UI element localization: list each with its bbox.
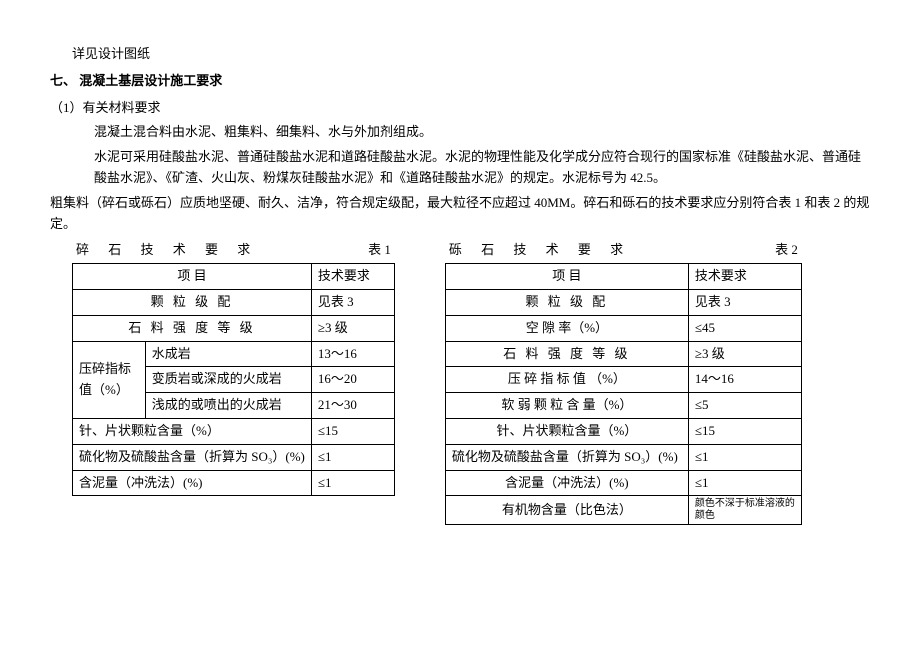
table2-cell: 石 料 强 度 等 级 — [445, 341, 688, 367]
table1-cell-merged: 压碎指标 值（%） — [73, 341, 146, 418]
table2-cell: 见表 3 — [688, 289, 801, 315]
section-heading-7: 七、 混凝土基层设计施工要求 — [50, 71, 870, 92]
table2-no: 表 2 — [775, 240, 798, 261]
table2-cell: 14～16 — [688, 367, 801, 393]
label: 值（%） — [79, 382, 129, 397]
paragraph: 粗集料（碎石或砾石）应质地坚硬、耐久、洁净，符合规定级配，最大粒径不应超过 40… — [50, 193, 870, 235]
label: 压碎指标 — [79, 361, 131, 376]
table2-cell: 针、片状颗粒含量（%） — [445, 418, 688, 444]
table2-cell: ≤45 — [688, 315, 801, 341]
table1-cell: 硫化物及硫酸盐含量（折算为 SO₃）(%) — [73, 444, 312, 470]
table2-cell: 含泥量（冲洗法）(%) — [445, 470, 688, 496]
table-row: 石 料 强 度 等 级 ≥3 级 — [73, 315, 395, 341]
table1-header-req: 技术要求 — [311, 264, 394, 290]
table1-cell: 针、片状颗粒含量（%） — [73, 418, 312, 444]
tables-container: 碎 石 技 术 要 求 表 1 项 目 技术要求 颗 粒 级 配 见表 3 石 … — [72, 240, 870, 525]
table-row: 颗 粒 级 配 见表 3 — [445, 289, 801, 315]
paragraph: 混凝土混合料由水泥、粗集料、细集料、水与外加剂组成。 — [94, 122, 870, 143]
table1-cell: 含泥量（冲洗法）(%) — [73, 470, 312, 496]
paragraph: 水泥可采用硅酸盐水泥、普通硅酸盐水泥和道路硅酸盐水泥。水泥的物理性能及化学成分应… — [94, 147, 870, 189]
table-row: 含泥量（冲洗法）(%) ≤1 — [73, 470, 395, 496]
table1-cell: 变质岩或深成的火成岩 — [145, 367, 311, 393]
table1-title: 碎 石 技 术 要 求 — [76, 240, 258, 261]
table2-header-req: 技术要求 — [688, 264, 801, 290]
table1-cell: 颗 粒 级 配 — [73, 289, 312, 315]
table1-title-row: 碎 石 技 术 要 求 表 1 — [72, 240, 395, 263]
table2-cell: 软 弱 颗 粒 含 量（%） — [445, 393, 688, 419]
table2-cell: ≤1 — [688, 444, 801, 470]
table1: 项 目 技术要求 颗 粒 级 配 见表 3 石 料 强 度 等 级 ≥3 级 压… — [72, 263, 395, 496]
table-row: 硫化物及硫酸盐含量（折算为 SO₃）(%) ≤1 — [73, 444, 395, 470]
table-row: 颗 粒 级 配 见表 3 — [73, 289, 395, 315]
table1-cell: 见表 3 — [311, 289, 394, 315]
table-row: 硫化物及硫酸盐含量（折算为 SO₃）(%) ≤1 — [445, 444, 801, 470]
table2-cell: 硫化物及硫酸盐含量（折算为 SO₃）(%) — [445, 444, 688, 470]
table2-block: 砾 石 技 术 要 求 表 2 项 目 技术要求 颗 粒 级 配 见表 3 空 … — [445, 240, 802, 525]
table1-block: 碎 石 技 术 要 求 表 1 项 目 技术要求 颗 粒 级 配 见表 3 石 … — [72, 240, 395, 525]
table-row: 软 弱 颗 粒 含 量（%） ≤5 — [445, 393, 801, 419]
table1-no: 表 1 — [368, 240, 391, 261]
table1-cell: 浅成的或喷出的火成岩 — [145, 393, 311, 419]
table2-cell: ≤5 — [688, 393, 801, 419]
table2-title-row: 砾 石 技 术 要 求 表 2 — [445, 240, 802, 263]
table-row: 针、片状颗粒含量（%） ≤15 — [445, 418, 801, 444]
table2: 项 目 技术要求 颗 粒 级 配 见表 3 空 隙 率（%） ≤45 石 料 强… — [445, 263, 802, 525]
table1-cell: 16～20 — [311, 367, 394, 393]
table-row: 空 隙 率（%） ≤45 — [445, 315, 801, 341]
table-row: 压碎指标 值（%） 水成岩 13～16 — [73, 341, 395, 367]
table1-cell: ≥3 级 — [311, 315, 394, 341]
table1-cell: ≤1 — [311, 470, 394, 496]
table1-cell: ≤15 — [311, 418, 394, 444]
table1-cell: 石 料 强 度 等 级 — [73, 315, 312, 341]
table2-cell: ≥3 级 — [688, 341, 801, 367]
table2-cell: 空 隙 率（%） — [445, 315, 688, 341]
table-row: 有机物含量（比色法） 颜色不深于标准溶液的颜色 — [445, 496, 801, 525]
table1-cell: 21～30 — [311, 393, 394, 419]
table-row: 针、片状颗粒含量（%） ≤15 — [73, 418, 395, 444]
subheading-1: （1）有关材料要求 — [50, 98, 870, 119]
table2-cell: 颗 粒 级 配 — [445, 289, 688, 315]
table-row: 压 碎 指 标 值 （%） 14～16 — [445, 367, 801, 393]
table1-cell: ≤1 — [311, 444, 394, 470]
table-row: 项 目 技术要求 — [445, 264, 801, 290]
table-row: 项 目 技术要求 — [73, 264, 395, 290]
table1-cell: 水成岩 — [145, 341, 311, 367]
table2-cell: 有机物含量（比色法） — [445, 496, 688, 525]
table2-title: 砾 石 技 术 要 求 — [449, 240, 631, 261]
table-row: 含泥量（冲洗法）(%) ≤1 — [445, 470, 801, 496]
intro-line: 详见设计图纸 — [72, 44, 870, 65]
table2-header-item: 项 目 — [445, 264, 688, 290]
table2-cell: 颜色不深于标准溶液的颜色 — [688, 496, 801, 525]
table2-cell: ≤1 — [688, 470, 801, 496]
table1-header-item: 项 目 — [73, 264, 312, 290]
table2-cell: 压 碎 指 标 值 （%） — [445, 367, 688, 393]
table-row: 石 料 强 度 等 级 ≥3 级 — [445, 341, 801, 367]
table1-cell: 13～16 — [311, 341, 394, 367]
table2-cell: ≤15 — [688, 418, 801, 444]
